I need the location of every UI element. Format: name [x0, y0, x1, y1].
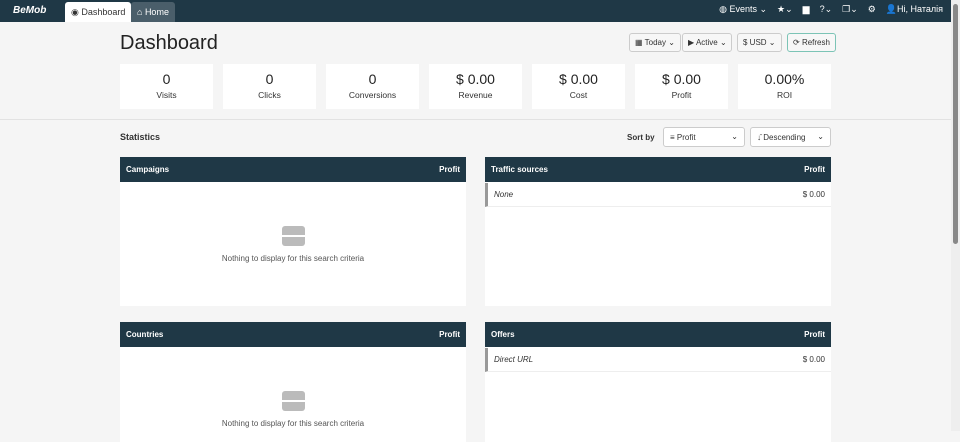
stat-cost: $ 0.00 Cost: [532, 64, 625, 109]
panel-title: Traffic sources: [491, 165, 548, 174]
panel-title: Offers: [491, 330, 515, 339]
divider: [0, 119, 951, 120]
dashboard-icon: ◉: [71, 7, 82, 17]
home-icon: ⌂: [137, 7, 145, 17]
offers-panel: Offers Profit Direct URL $ 0.00: [485, 322, 831, 442]
column-header-profit[interactable]: Profit: [804, 330, 825, 339]
gear-icon[interactable]: ⚙: [867, 4, 876, 14]
stat-profit: $ 0.00 Profit: [635, 64, 728, 109]
sort-order-select[interactable]: ↓̄ Descending ⌄: [750, 127, 831, 147]
column-header-profit[interactable]: Profit: [804, 165, 825, 174]
status-filter[interactable]: ▶ Active ⌄: [682, 33, 732, 52]
sort-by-label: Sort by: [627, 133, 655, 142]
favorites-star-icon[interactable]: ★⌄: [777, 4, 793, 14]
list-icon: ≡: [670, 133, 677, 142]
stats-cards: 0 Visits 0 Clicks 0 Conversions $ 0.00 Reven…: [120, 64, 831, 109]
stat-visits: 0 Visits: [120, 64, 213, 109]
top-navbar: BeMob ◉ Dashboard ⌂ Home ◍ Events ⌄ ★⌄ ▆…: [0, 0, 951, 22]
countries-panel: Countries Profit Nothing to display for t…: [120, 322, 466, 442]
list-item[interactable]: None $ 0.00: [485, 183, 831, 207]
refresh-button[interactable]: ⟳ Refresh: [787, 33, 836, 52]
refresh-icon: ⟳: [793, 38, 802, 47]
play-icon: ▶: [688, 38, 696, 47]
help-icon[interactable]: ?⌄: [819, 4, 833, 14]
panel-title: Campaigns: [126, 165, 170, 174]
events-menu[interactable]: ◍ Events ⌄: [719, 4, 768, 14]
tab-home[interactable]: ⌂ Home: [131, 2, 175, 22]
chevron-down-icon: ⌄: [817, 132, 824, 141]
server-icon: [281, 226, 305, 246]
chevron-down-icon: ⌄: [731, 132, 738, 141]
stat-conversions: 0 Conversions: [326, 64, 419, 109]
panel-title: Countries: [126, 330, 164, 339]
sort-icon: ↓̄: [757, 133, 764, 142]
currency-filter[interactable]: $ USD ⌄: [737, 33, 782, 52]
user-icon: 👤: [885, 4, 898, 14]
server-icon: [281, 391, 305, 411]
copy-windows-icon[interactable]: ❐⌄: [842, 4, 858, 14]
tab-dashboard[interactable]: ◉ Dashboard: [65, 2, 132, 22]
list-item[interactable]: Direct URL $ 0.00: [485, 348, 831, 372]
stat-clicks: 0 Clicks: [223, 64, 316, 109]
stat-revenue: $ 0.00 Revenue: [429, 64, 522, 109]
campaigns-panel: Campaigns Profit Nothing to display for t…: [120, 157, 466, 306]
stat-roi: 0.00% ROI: [738, 64, 831, 109]
chat-icon[interactable]: ▆: [802, 4, 810, 14]
page-title: Dashboard: [120, 32, 218, 54]
calendar-icon: ▦: [635, 38, 645, 47]
logo[interactable]: BeMob: [13, 5, 47, 16]
user-menu[interactable]: 👤Hi, Наталія: [885, 4, 943, 14]
empty-state: Nothing to display for this search crite…: [120, 347, 466, 428]
globe-icon: ◍: [719, 4, 730, 14]
sort-field-select[interactable]: ≡ Profit ⌄: [663, 127, 745, 147]
empty-state: Nothing to display for this search crite…: [120, 182, 466, 263]
column-header-profit[interactable]: Profit: [439, 330, 460, 339]
date-filter[interactable]: ▦ Today ⌄: [629, 33, 681, 52]
column-header-profit[interactable]: Profit: [439, 165, 460, 174]
scrollbar[interactable]: [951, 0, 960, 431]
traffic-sources-panel: Traffic sources Profit None $ 0.00: [485, 157, 831, 306]
statistics-heading: Statistics: [120, 132, 161, 142]
